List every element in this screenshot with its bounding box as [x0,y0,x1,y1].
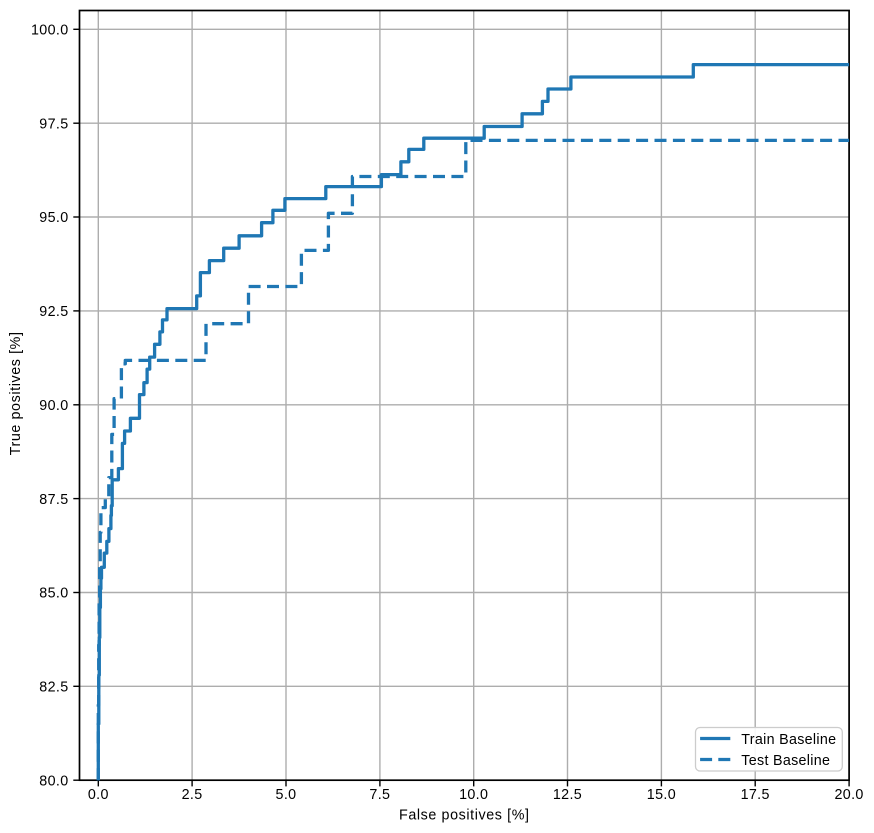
svg-text:12.5: 12.5 [553,787,582,803]
svg-text:87.5: 87.5 [39,492,68,508]
svg-text:17.5: 17.5 [741,787,770,803]
svg-text:80.0: 80.0 [39,773,68,789]
svg-text:Train Baseline: Train Baseline [741,732,836,748]
svg-text:85.0: 85.0 [39,586,68,602]
svg-text:82.5: 82.5 [39,680,68,696]
svg-text:5.0: 5.0 [276,787,297,803]
svg-text:False positives [%]: False positives [%] [399,808,530,824]
svg-text:0.0: 0.0 [88,787,109,803]
svg-text:15.0: 15.0 [647,787,676,803]
svg-text:95.0: 95.0 [39,210,68,226]
svg-text:100.0: 100.0 [31,23,69,39]
svg-text:92.5: 92.5 [39,304,68,320]
svg-text:20.0: 20.0 [834,787,863,803]
svg-text:10.0: 10.0 [459,787,488,803]
svg-text:7.5: 7.5 [369,787,390,803]
svg-text:97.5: 97.5 [39,116,68,132]
svg-text:Test Baseline: Test Baseline [741,753,830,769]
svg-text:90.0: 90.0 [39,398,68,414]
svg-text:True positives [%]: True positives [%] [8,331,24,455]
svg-text:2.5: 2.5 [182,787,203,803]
